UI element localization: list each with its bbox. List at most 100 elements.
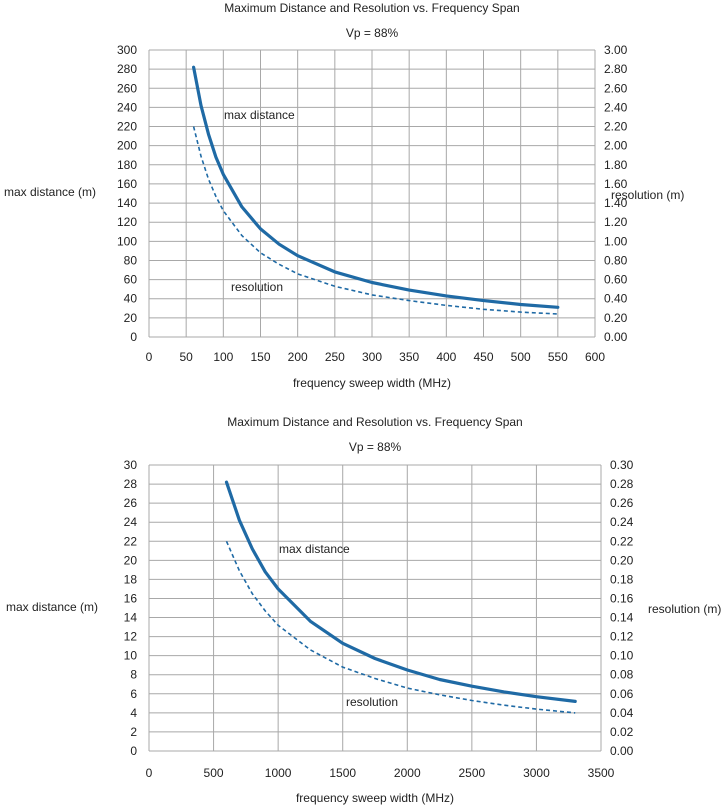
chart-subtitle: Vp = 88% [349,440,402,454]
x-axis-label: frequency sweep width (MHz) [296,791,454,805]
y-tick-label: 0 [130,330,137,344]
series-label: resolution [346,695,398,709]
series-label: max distance [224,108,295,122]
y2-tick-label: 0.00 [604,330,628,344]
y2-tick-label: 0.18 [610,572,634,586]
y-tick-label: 280 [117,62,137,76]
series-line-max-distance [192,65,560,309]
series-line-resolution [192,126,558,315]
y2-axis-label: resolution (m) [648,602,721,616]
x-tick-label: 0 [146,350,153,364]
x-tick-label: 400 [436,350,456,364]
y-tick-label: 4 [130,706,137,720]
x-tick-label: 1500 [329,766,356,780]
y-tick-label: 20 [124,553,138,567]
y2-tick-label: 0.60 [604,273,628,287]
chart-title: Maximum Distance and Resolution vs. Freq… [227,415,522,429]
chart-2: Maximum Distance and Resolution vs. Freq… [6,415,721,805]
y-tick-label: 100 [117,234,137,248]
y-tick-label: 0 [130,744,137,758]
chart-title: Maximum Distance and Resolution vs. Freq… [224,1,519,15]
y-tick-label: 6 [130,687,137,701]
y2-tick-label: 0.30 [610,458,634,472]
chart-1: Maximum Distance and Resolution vs. Freq… [4,1,684,390]
y-tick-label: 18 [124,572,138,586]
series-line-resolution [225,540,576,714]
chart-subtitle: Vp = 88% [346,26,399,40]
y-tick-label: 140 [117,196,137,210]
y2-tick-label: 1.40 [604,196,628,210]
y2-tick-label: 0.10 [610,649,634,663]
y2-tick-label: 0.04 [610,706,634,720]
x-tick-label: 450 [473,350,493,364]
x-tick-label: 250 [325,350,345,364]
y2-tick-label: 0.20 [604,311,628,325]
y-tick-label: 20 [124,311,138,325]
y2-tick-label: 0.24 [610,515,634,529]
y-tick-label: 24 [124,515,138,529]
y-tick-label: 260 [117,81,137,95]
y2-tick-label: 1.80 [604,158,628,172]
x-tick-label: 3000 [523,766,550,780]
x-tick-label: 550 [548,350,568,364]
y-axis-label: max distance (m) [4,185,96,199]
y-tick-label: 240 [117,100,137,114]
y2-tick-label: 0.40 [604,292,628,306]
y-tick-label: 10 [124,649,138,663]
y-tick-label: 16 [124,591,138,605]
y2-tick-label: 2.60 [604,81,628,95]
y-tick-label: 22 [124,534,138,548]
y-tick-label: 26 [124,496,138,510]
x-tick-label: 600 [585,350,605,364]
y2-tick-label: 0.20 [610,553,634,567]
x-tick-label: 500 [511,350,531,364]
series-label: resolution [231,280,283,294]
y2-tick-label: 0.80 [604,253,628,267]
y2-tick-label: 2.40 [604,100,628,114]
x-tick-label: 100 [213,350,233,364]
y2-tick-label: 0.16 [610,591,634,605]
y-axis-label: max distance (m) [6,600,98,614]
y-tick-label: 180 [117,158,137,172]
y2-tick-label: 0.28 [610,477,634,491]
y2-tick-label: 1.20 [604,215,628,229]
y2-tick-label: 0.12 [610,630,634,644]
y2-tick-label: 0.08 [610,668,634,682]
y-tick-label: 60 [124,273,138,287]
x-tick-label: 1000 [265,766,292,780]
y-tick-label: 14 [124,611,138,625]
y-tick-label: 80 [124,253,138,267]
x-tick-label: 300 [362,350,382,364]
y2-tick-label: 1.60 [604,177,628,191]
y-tick-label: 12 [124,630,138,644]
y2-tick-label: 0.02 [610,725,634,739]
y2-tick-label: 0.26 [610,496,634,510]
y-tick-label: 8 [130,668,137,682]
y2-tick-label: 2.20 [604,120,628,134]
x-tick-label: 350 [399,350,419,364]
y2-tick-label: 0.06 [610,687,634,701]
y2-tick-label: 2.80 [604,62,628,76]
x-tick-label: 500 [204,766,224,780]
y2-tick-label: 0.14 [610,611,634,625]
y-tick-label: 40 [124,292,138,306]
x-tick-label: 2500 [459,766,486,780]
y2-tick-label: 1.00 [604,234,628,248]
y-tick-label: 30 [124,458,138,472]
y2-tick-label: 3.00 [604,43,628,57]
y-tick-label: 160 [117,177,137,191]
y2-tick-label: 2.00 [604,139,628,153]
x-tick-label: 150 [250,350,270,364]
y2-axis-label: resolution (m) [611,188,684,202]
y-tick-label: 200 [117,139,137,153]
x-tick-label: 3500 [588,766,615,780]
y-tick-label: 220 [117,120,137,134]
x-tick-label: 0 [146,766,153,780]
y2-tick-label: 0.00 [610,744,634,758]
y-tick-label: 28 [124,477,138,491]
y-tick-label: 300 [117,43,137,57]
series-label: max distance [279,542,350,556]
series-line-max-distance [224,480,577,704]
x-axis-label: frequency sweep width (MHz) [293,376,451,390]
